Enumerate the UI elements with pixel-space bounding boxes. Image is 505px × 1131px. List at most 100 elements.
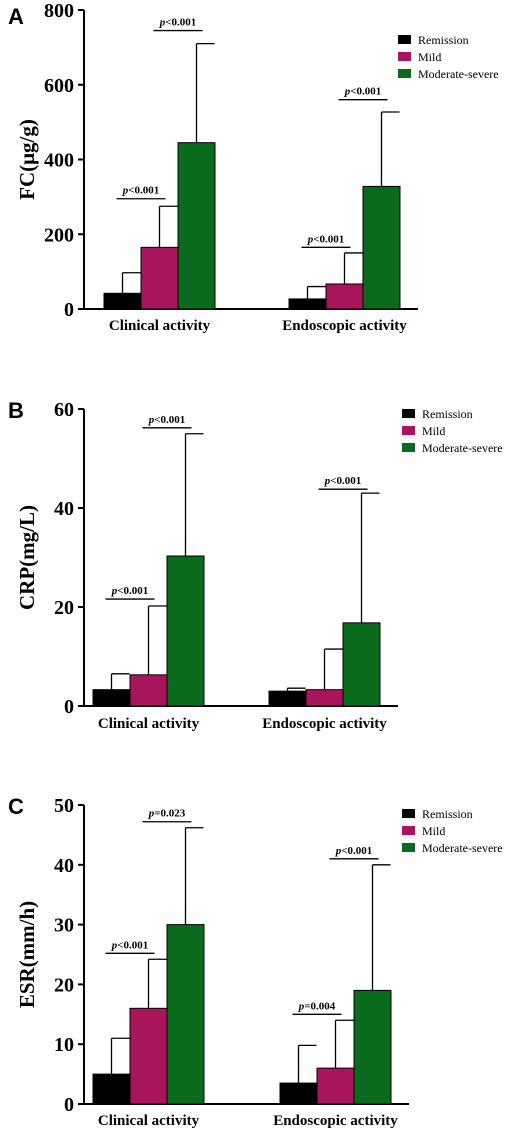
significance-value: <0.001 [341, 845, 372, 857]
significance-value: <0.001 [330, 475, 361, 487]
y-tick-label: 200 [44, 224, 74, 246]
significance-p-symbol: p [324, 475, 331, 487]
significance-p-symbol: p [148, 414, 155, 426]
significance-p-symbol: p [122, 185, 129, 197]
bar-moderate-severe [342, 622, 381, 707]
significance-p-symbol: p [111, 939, 118, 951]
legend-label: Remission [422, 807, 473, 821]
significance-label: p<0.001 [148, 414, 186, 426]
bar-moderate-severe [166, 555, 205, 707]
significance-value: <0.001 [117, 585, 148, 597]
y-tick-label: 800 [44, 0, 74, 22]
y-tick-label: 20 [54, 974, 74, 996]
y-axis-title: CRP(mg/L) [15, 505, 39, 610]
significance-label: p<0.001 [307, 233, 345, 245]
significance-value: <0.001 [154, 414, 185, 426]
significance-value: =0.023 [154, 808, 186, 820]
bar-remission [103, 292, 142, 310]
legend: Remission Mild Moderate-severe [402, 407, 503, 455]
x-category-label: Clinical activity [98, 1113, 200, 1129]
x-category-label: Endoscopic activity [262, 716, 387, 732]
legend-label: Moderate-severe [418, 67, 499, 81]
legend-swatch [398, 52, 411, 61]
y-tick-label: 30 [54, 915, 74, 937]
legend-label: Moderate-severe [422, 841, 503, 855]
bar-mild [305, 689, 344, 707]
significance-label: p<0.001 [122, 185, 160, 197]
legend-swatch [402, 426, 415, 435]
x-category-label: Clinical activity [98, 716, 200, 732]
bar-moderate-severe [166, 924, 205, 1105]
significance-value: =0.004 [304, 1000, 336, 1012]
significance-label: p<0.001 [111, 585, 149, 597]
bar-remission [92, 1073, 131, 1105]
significance-p-symbol: p [298, 1000, 305, 1012]
legend-label: Moderate-severe [422, 441, 503, 455]
bar-mild [325, 283, 364, 310]
bar-mild [316, 1067, 355, 1105]
y-tick-label: 0 [64, 299, 74, 321]
significance-p-symbol: p [335, 845, 342, 857]
significance-p-symbol: p [344, 86, 351, 98]
legend-swatch [402, 843, 415, 852]
legend-swatch [402, 443, 415, 452]
chart-panel-b: B CRP(mg/L) 0 20 40 60 Clinical activity Endosc… [8, 398, 503, 732]
y-tick-label: 0 [64, 1094, 74, 1116]
y-tick-label: 50 [54, 795, 74, 817]
y-axis-title: ESR(mm/h) [15, 901, 39, 1008]
y-axis-title: FC(μg/g) [15, 119, 39, 200]
y-tick-label: 400 [44, 150, 74, 172]
significance-label: p=0.023 [148, 808, 186, 820]
y-tick-label: 60 [54, 399, 74, 421]
significance-label: p<0.001 [324, 475, 362, 487]
legend: Remission Mild Moderate-severe [402, 807, 503, 855]
significance-label: p<0.001 [159, 17, 197, 29]
legend-swatch [402, 809, 415, 818]
significance-p-symbol: p [111, 585, 118, 597]
significance-value: <0.001 [128, 185, 159, 197]
bar-remission [268, 690, 307, 707]
x-category-label: Clinical activity [109, 318, 211, 334]
bar-mild [129, 1007, 168, 1105]
legend-label: Mild [418, 50, 441, 64]
x-category-label: Endoscopic activity [273, 1113, 398, 1129]
significance-value: <0.001 [165, 17, 196, 29]
legend-swatch [402, 826, 415, 835]
bar-remission [288, 298, 327, 310]
significance-p-symbol: p [159, 17, 166, 29]
significance-value: <0.001 [313, 233, 344, 245]
legend-label: Mild [422, 424, 445, 438]
legend-label: Remission [418, 33, 469, 47]
bar-mild [129, 674, 168, 707]
significance-value: <0.001 [117, 939, 148, 951]
significance-p-symbol: p [307, 233, 314, 245]
significance-label: p<0.001 [111, 939, 149, 951]
legend-swatch [402, 409, 415, 418]
legend-swatch [398, 69, 411, 78]
panel-letter: B [8, 398, 24, 423]
x-category-label: Endoscopic activity [282, 318, 407, 334]
significance-p-symbol: p [148, 808, 155, 820]
y-tick-label: 20 [54, 597, 74, 619]
significance-label: p<0.001 [335, 845, 373, 857]
legend: Remission Mild Moderate-severe [398, 33, 499, 81]
significance-label: p<0.001 [344, 86, 382, 98]
panel-letter: A [8, 4, 24, 29]
bar-remission [279, 1082, 318, 1105]
y-tick-label: 40 [54, 855, 74, 877]
legend-label: Mild [422, 824, 445, 838]
chart-panel-c: C ESR(mm/h) 0 10 20 30 40 50 Clinical activity En… [8, 794, 503, 1129]
significance-value: <0.001 [350, 86, 381, 98]
y-tick-label: 600 [44, 75, 74, 97]
y-tick-label: 40 [54, 498, 74, 520]
panel-letter: C [8, 794, 24, 819]
bar-moderate-severe [362, 185, 401, 310]
y-tick-label: 0 [64, 696, 74, 718]
significance-label: p=0.004 [298, 1000, 336, 1012]
y-tick-label: 10 [54, 1034, 74, 1056]
bar-moderate-severe [353, 989, 392, 1105]
bar-remission [92, 689, 131, 707]
legend-label: Remission [422, 407, 473, 421]
bar-mild [140, 246, 179, 310]
